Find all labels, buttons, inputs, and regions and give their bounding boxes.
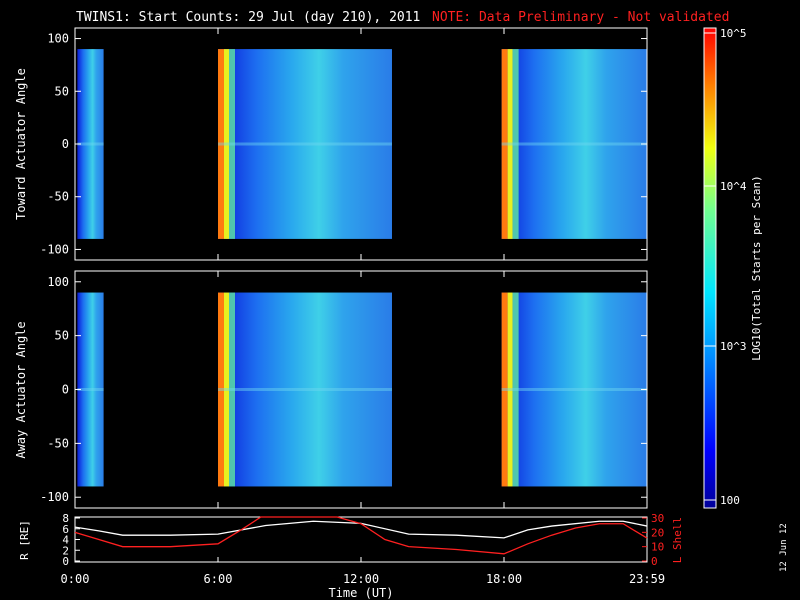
- ytick-label: 50: [55, 84, 69, 98]
- ytick-label: 0: [62, 383, 69, 397]
- panel-away-yticks: 100 50 0 -50 -100: [40, 271, 648, 508]
- date-stamp: 12 Jun 12: [779, 523, 789, 572]
- ytick-label: -50: [47, 436, 69, 450]
- heatmap-warm-band: [507, 292, 513, 487]
- colorbar-label: LOG10(Total Starts per Scan): [750, 175, 763, 360]
- colorbar-ticks: 10^5 10^4 10^3 100: [704, 27, 747, 507]
- ytick-label-r: 0: [62, 555, 69, 568]
- xlabel: Time (UT): [328, 586, 393, 600]
- colorbar-tick-label: 10^3: [720, 340, 747, 353]
- ytick-label-l: 30: [651, 512, 664, 525]
- heatmap-zero-stripe: [77, 388, 104, 391]
- heatmap-warm-band: [224, 292, 229, 487]
- heatmap-segment: [501, 292, 647, 487]
- ylabel-l-shell: L Shell: [671, 517, 684, 563]
- colorbar-tick-label: 10^4: [720, 180, 747, 193]
- heatmap-segment: [218, 292, 392, 487]
- heatmap-zero-stripe: [218, 142, 392, 146]
- ytick-label-r: 8: [62, 512, 69, 525]
- colorbar-tick-label: 100: [720, 494, 740, 507]
- chart-title: TWINS1: Start Counts: 29 Jul (day 210), …: [76, 10, 420, 25]
- ytick-label: -50: [47, 190, 69, 204]
- heatmap-mid-band: [229, 292, 235, 487]
- ytick-label-r: 6: [62, 523, 69, 536]
- series-r-line: [74, 520, 648, 539]
- heatmap-hot-band: [218, 49, 224, 239]
- xtick-label: 6:00: [204, 572, 233, 586]
- preliminary-note: NOTE: Data Preliminary - Not validated: [432, 10, 729, 25]
- ytick-label: -100: [40, 242, 69, 256]
- ytick-label-r: 2: [62, 544, 69, 557]
- ytick-label-l: 20: [651, 526, 664, 539]
- heatmap-hot-band: [501, 49, 508, 239]
- colorbar-gradient: [703, 27, 717, 509]
- ylabel-r: R [RE]: [18, 520, 31, 560]
- ytick-label-r: 4: [62, 534, 69, 547]
- colorbar: 10^5 10^4 10^3 100 LOG10(Total Starts per S…: [703, 27, 763, 509]
- heatmap-warm-band: [224, 49, 229, 239]
- heatmap-zero-stripe: [501, 388, 647, 391]
- ylabel-toward: Toward Actuator Angle: [14, 68, 28, 220]
- heatmap-segment: [501, 49, 647, 239]
- ytick-label: 100: [47, 275, 69, 289]
- heatmap-warm-band: [507, 49, 513, 239]
- heatmap-hot-band: [501, 292, 508, 487]
- xtick-label: 0:00: [61, 572, 90, 586]
- colorbar-tick-label: 10^5: [720, 27, 747, 40]
- panel-toward-yticks: 100 50 0 -50 -100: [40, 28, 648, 260]
- panel-toward: 100 50 0 -50 -100 Toward Actuator Angle: [14, 27, 648, 261]
- heatmap-segment: [77, 292, 104, 487]
- heatmap-away-data: [77, 292, 647, 487]
- heatmap-toward-data: [77, 49, 647, 239]
- xtick-label: 23:59: [629, 572, 665, 586]
- series-l-shell-line: [74, 516, 648, 555]
- xtick-label: 18:00: [486, 572, 522, 586]
- heatmap-segment: [77, 49, 104, 239]
- ytick-label-l: 0: [651, 555, 658, 568]
- heatmap-mid-band: [512, 292, 519, 487]
- ytick-label: 100: [47, 32, 69, 46]
- heatmap-zero-stripe: [501, 142, 647, 146]
- ytick-label-l: 10: [651, 541, 664, 554]
- panel-away: 100 50 0 -50 -100 Away Actuator Angle: [14, 270, 648, 509]
- ylabel-away: Away Actuator Angle: [14, 321, 28, 458]
- heatmap-segment: [218, 49, 392, 239]
- ytick-label: -100: [40, 490, 69, 504]
- ytick-label: 0: [62, 137, 69, 151]
- heatmap-zero-stripe: [77, 142, 104, 146]
- heatmap-zero-stripe: [218, 388, 392, 391]
- heatmap-mid-band: [229, 49, 235, 239]
- heatmap-mid-band: [512, 49, 519, 239]
- xtick-label: 12:00: [343, 572, 379, 586]
- heatmap-hot-band: [218, 292, 224, 487]
- ytick-label: 50: [55, 329, 69, 343]
